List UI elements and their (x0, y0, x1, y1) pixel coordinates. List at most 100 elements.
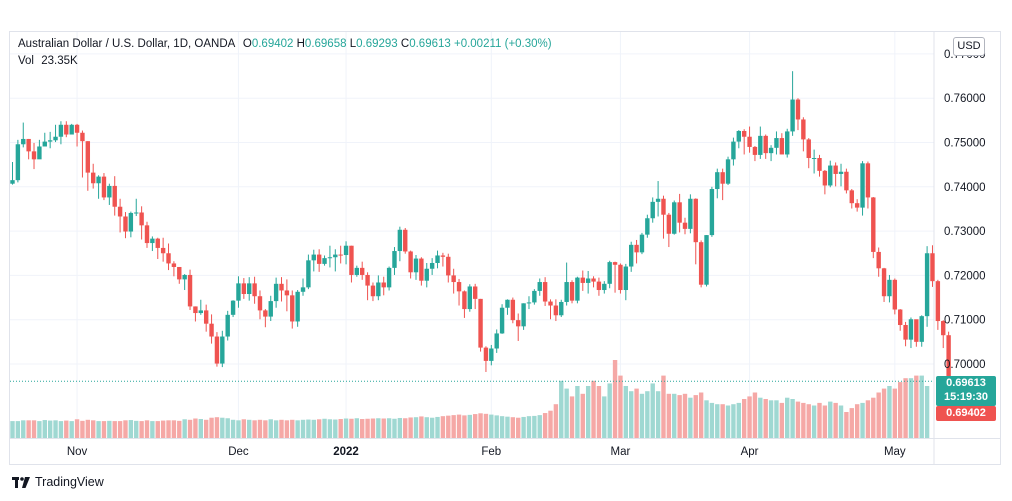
volume-bar (419, 416, 424, 438)
candle-body (273, 283, 279, 302)
candle-body (247, 283, 252, 295)
candle-body (785, 131, 790, 155)
volume-bar (602, 396, 607, 438)
candle-body (327, 257, 333, 259)
candle-body (623, 266, 629, 291)
candle-body (155, 238, 160, 248)
candle-body (629, 244, 634, 267)
candle-body (435, 255, 440, 263)
volume-bar (817, 402, 822, 438)
candle-body (903, 325, 908, 340)
volume-bar (273, 420, 279, 438)
candle-body (828, 165, 833, 186)
volume-bar (155, 421, 160, 438)
volume-bar (252, 420, 257, 438)
volume-bar (322, 418, 327, 438)
candle-body (564, 282, 569, 302)
volume-bar (365, 418, 370, 438)
candle-body (881, 268, 887, 297)
candle-body (343, 245, 349, 256)
candle-body (429, 262, 435, 269)
candle-body (150, 238, 155, 244)
volume-bar (338, 419, 343, 438)
close-value: 0.69613 (409, 38, 451, 50)
volume-bar (198, 419, 203, 438)
candle-body (768, 147, 774, 154)
volume-bar (833, 402, 838, 438)
candle-body (166, 253, 171, 264)
volume-bar (381, 418, 386, 438)
volume-bar (290, 419, 295, 438)
x-tick-label: Apr (741, 446, 759, 458)
candle-body (91, 172, 96, 184)
candle-body (811, 158, 817, 160)
y-tick-label: 0.76000 (944, 93, 986, 105)
volume-bar (499, 416, 505, 438)
volume-bar (731, 404, 736, 438)
volume-bar (645, 391, 650, 438)
volume-bar (844, 412, 849, 438)
volume-bar (467, 414, 472, 438)
candle-body (117, 206, 123, 217)
candle-body (295, 291, 300, 322)
candle-body (446, 256, 451, 276)
volume-bar (47, 420, 53, 438)
x-tick-label: Nov (67, 446, 88, 458)
symbol-title: Australian Dollar / U.S. Dollar, 1D, OAN… (18, 38, 235, 50)
candle-body (300, 287, 306, 292)
open-label: O (242, 38, 252, 50)
candle-body (741, 130, 747, 137)
volume-bar (655, 391, 661, 438)
volume-bar (37, 421, 42, 438)
candle-body (263, 310, 268, 317)
candle-body (752, 146, 758, 155)
candle-body (774, 138, 779, 148)
candle-body (268, 301, 273, 317)
volume-bar (123, 420, 128, 438)
candle-body (440, 255, 446, 257)
candle-body (171, 263, 177, 267)
candle-body (187, 274, 193, 307)
y-tick-label: 0.75000 (944, 138, 986, 150)
volume-bar (31, 420, 37, 438)
x-tick-label: Feb (481, 446, 501, 458)
candle-body (241, 283, 247, 295)
volume-bar (494, 415, 499, 438)
currency-button[interactable]: USD (953, 37, 985, 56)
volume-bar (521, 416, 526, 438)
candle-body (451, 275, 456, 283)
volume-bar (472, 414, 478, 438)
volume-bar (575, 386, 580, 438)
candle-body (935, 281, 941, 322)
volume-bar (263, 420, 268, 438)
candle-body (413, 258, 419, 273)
candle-body (424, 268, 429, 281)
volume-bar (306, 419, 311, 438)
candle-body (220, 336, 225, 364)
volume-bar (85, 419, 91, 438)
volume-bar (257, 419, 263, 438)
volume-bar (26, 420, 31, 438)
candle-body (559, 301, 564, 316)
candle-body (392, 251, 397, 268)
volume-bar (144, 420, 150, 438)
volume-bar (241, 419, 247, 438)
volume-bar (505, 416, 510, 438)
volume-bar (618, 375, 623, 438)
volume-bar (349, 418, 354, 438)
volume-bar (478, 413, 483, 438)
candle-body (214, 336, 220, 364)
volume-bar (774, 400, 779, 438)
candle-body (715, 172, 720, 190)
candle-body (505, 299, 510, 308)
legend-volume: Vol 23.35K (18, 55, 78, 67)
candle-body (236, 283, 241, 301)
volume-bar (704, 400, 709, 438)
tradingview-brand[interactable]: TradingView (12, 475, 104, 489)
volume-bar (548, 410, 553, 438)
volume-bar (822, 405, 828, 438)
candle-body (618, 264, 623, 291)
volume-bar (924, 386, 930, 438)
candle-body (526, 302, 532, 304)
